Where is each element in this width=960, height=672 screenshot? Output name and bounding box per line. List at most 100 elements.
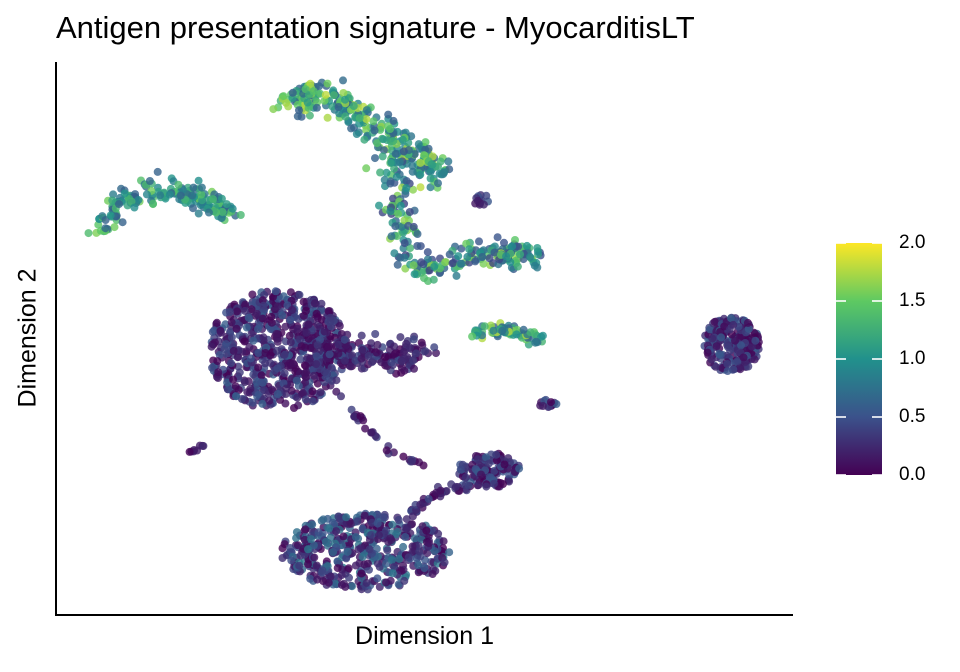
scatter-point bbox=[335, 322, 344, 330]
scatter-point bbox=[511, 236, 519, 244]
scatter-point bbox=[325, 350, 334, 359]
scatter-point bbox=[308, 397, 317, 406]
scatter-point bbox=[303, 98, 312, 107]
scatter-point bbox=[278, 554, 287, 562]
scatter-point bbox=[711, 362, 720, 371]
scatter-point bbox=[743, 318, 752, 327]
scatter-point bbox=[736, 363, 744, 372]
scatter-point bbox=[448, 259, 457, 268]
scatter-point bbox=[351, 561, 360, 570]
scatter-point bbox=[330, 91, 338, 100]
scatter-point bbox=[461, 473, 470, 482]
scatter-point bbox=[474, 481, 483, 490]
scatter-point bbox=[110, 223, 119, 232]
scatter-point bbox=[350, 412, 359, 421]
scatter-point bbox=[197, 190, 206, 199]
scatter-point bbox=[320, 327, 329, 336]
scatter-point bbox=[408, 512, 417, 521]
scatter-point bbox=[392, 172, 401, 181]
scatter-point bbox=[414, 561, 423, 570]
scatter-point bbox=[387, 358, 396, 367]
scatter-point bbox=[217, 214, 226, 223]
scatter-point bbox=[339, 89, 348, 97]
scatter-point bbox=[710, 317, 719, 326]
scatter-point bbox=[479, 259, 488, 268]
scatter-point bbox=[312, 309, 321, 318]
scatter-point bbox=[372, 348, 381, 357]
scatter-point bbox=[340, 335, 349, 344]
scatter-point bbox=[712, 342, 721, 351]
scatter-point bbox=[379, 135, 388, 144]
scatter-point bbox=[258, 314, 267, 323]
scatter-point bbox=[725, 325, 734, 334]
scatter-point bbox=[309, 87, 318, 96]
scatter-point bbox=[726, 346, 735, 355]
scatter-point bbox=[506, 258, 515, 267]
scatter-point bbox=[301, 306, 310, 315]
scatter-point bbox=[307, 535, 315, 544]
scatter-point bbox=[482, 453, 491, 462]
scatter-point bbox=[326, 572, 335, 581]
scatter-point bbox=[215, 350, 224, 359]
scatter-point bbox=[533, 244, 542, 252]
scatter-point bbox=[286, 338, 295, 347]
scatter-point bbox=[332, 543, 341, 552]
scatter-point bbox=[342, 513, 351, 522]
scatter-point bbox=[473, 196, 482, 205]
scatter-point bbox=[248, 398, 257, 407]
scatter-point bbox=[422, 526, 431, 535]
scatter-point bbox=[223, 385, 232, 394]
scatter-point bbox=[512, 330, 521, 339]
scatter-point bbox=[254, 363, 263, 372]
scatter-point bbox=[283, 361, 292, 370]
scatter-point bbox=[439, 537, 448, 546]
scatter-point bbox=[480, 322, 489, 331]
scatter-point bbox=[304, 320, 313, 329]
scatter-point bbox=[293, 112, 302, 121]
scatter-point bbox=[747, 342, 756, 351]
scatter-point bbox=[410, 150, 419, 159]
scatter-point bbox=[396, 201, 405, 210]
scatter-point bbox=[382, 559, 390, 568]
scatter-point bbox=[115, 200, 123, 209]
scatter-point bbox=[217, 194, 226, 203]
scatter-point bbox=[514, 242, 523, 251]
scatter-point bbox=[323, 113, 332, 122]
scatter-point bbox=[432, 488, 441, 497]
scatter-point bbox=[400, 576, 409, 585]
scatter-point bbox=[312, 352, 321, 361]
scatter-point bbox=[396, 333, 405, 342]
scatter-point bbox=[424, 144, 433, 153]
scatter-point bbox=[416, 158, 425, 167]
scatter-point bbox=[526, 328, 535, 337]
scatter-point bbox=[295, 561, 304, 570]
scatter-point bbox=[444, 157, 453, 166]
scatter-point bbox=[456, 465, 465, 474]
scatter-point bbox=[342, 554, 351, 563]
scatter-point bbox=[390, 249, 399, 258]
scatter-point bbox=[430, 343, 439, 352]
scatter-point bbox=[249, 336, 258, 345]
scatter-point bbox=[464, 481, 473, 490]
scatter-point bbox=[142, 190, 151, 199]
scatter-point bbox=[479, 200, 488, 209]
scatter-point bbox=[530, 261, 539, 270]
scatter-point bbox=[434, 529, 443, 538]
scatter-point bbox=[508, 242, 517, 251]
scatter-point bbox=[451, 482, 460, 491]
scatter-point bbox=[108, 196, 117, 205]
scatter-point bbox=[369, 117, 378, 126]
scatter-point bbox=[295, 106, 303, 115]
scatter-point bbox=[242, 323, 251, 332]
scatter-point bbox=[289, 359, 298, 368]
scatter-point bbox=[421, 138, 430, 147]
scatter-point bbox=[266, 351, 275, 360]
scatter-point bbox=[380, 146, 388, 155]
scatter-point bbox=[505, 477, 514, 486]
scatter-point bbox=[430, 547, 439, 556]
scatter-point bbox=[382, 578, 390, 587]
scatter-point bbox=[333, 564, 342, 573]
scatter-point bbox=[414, 140, 423, 149]
scatter-point bbox=[213, 357, 222, 366]
scatter-point bbox=[240, 306, 249, 315]
